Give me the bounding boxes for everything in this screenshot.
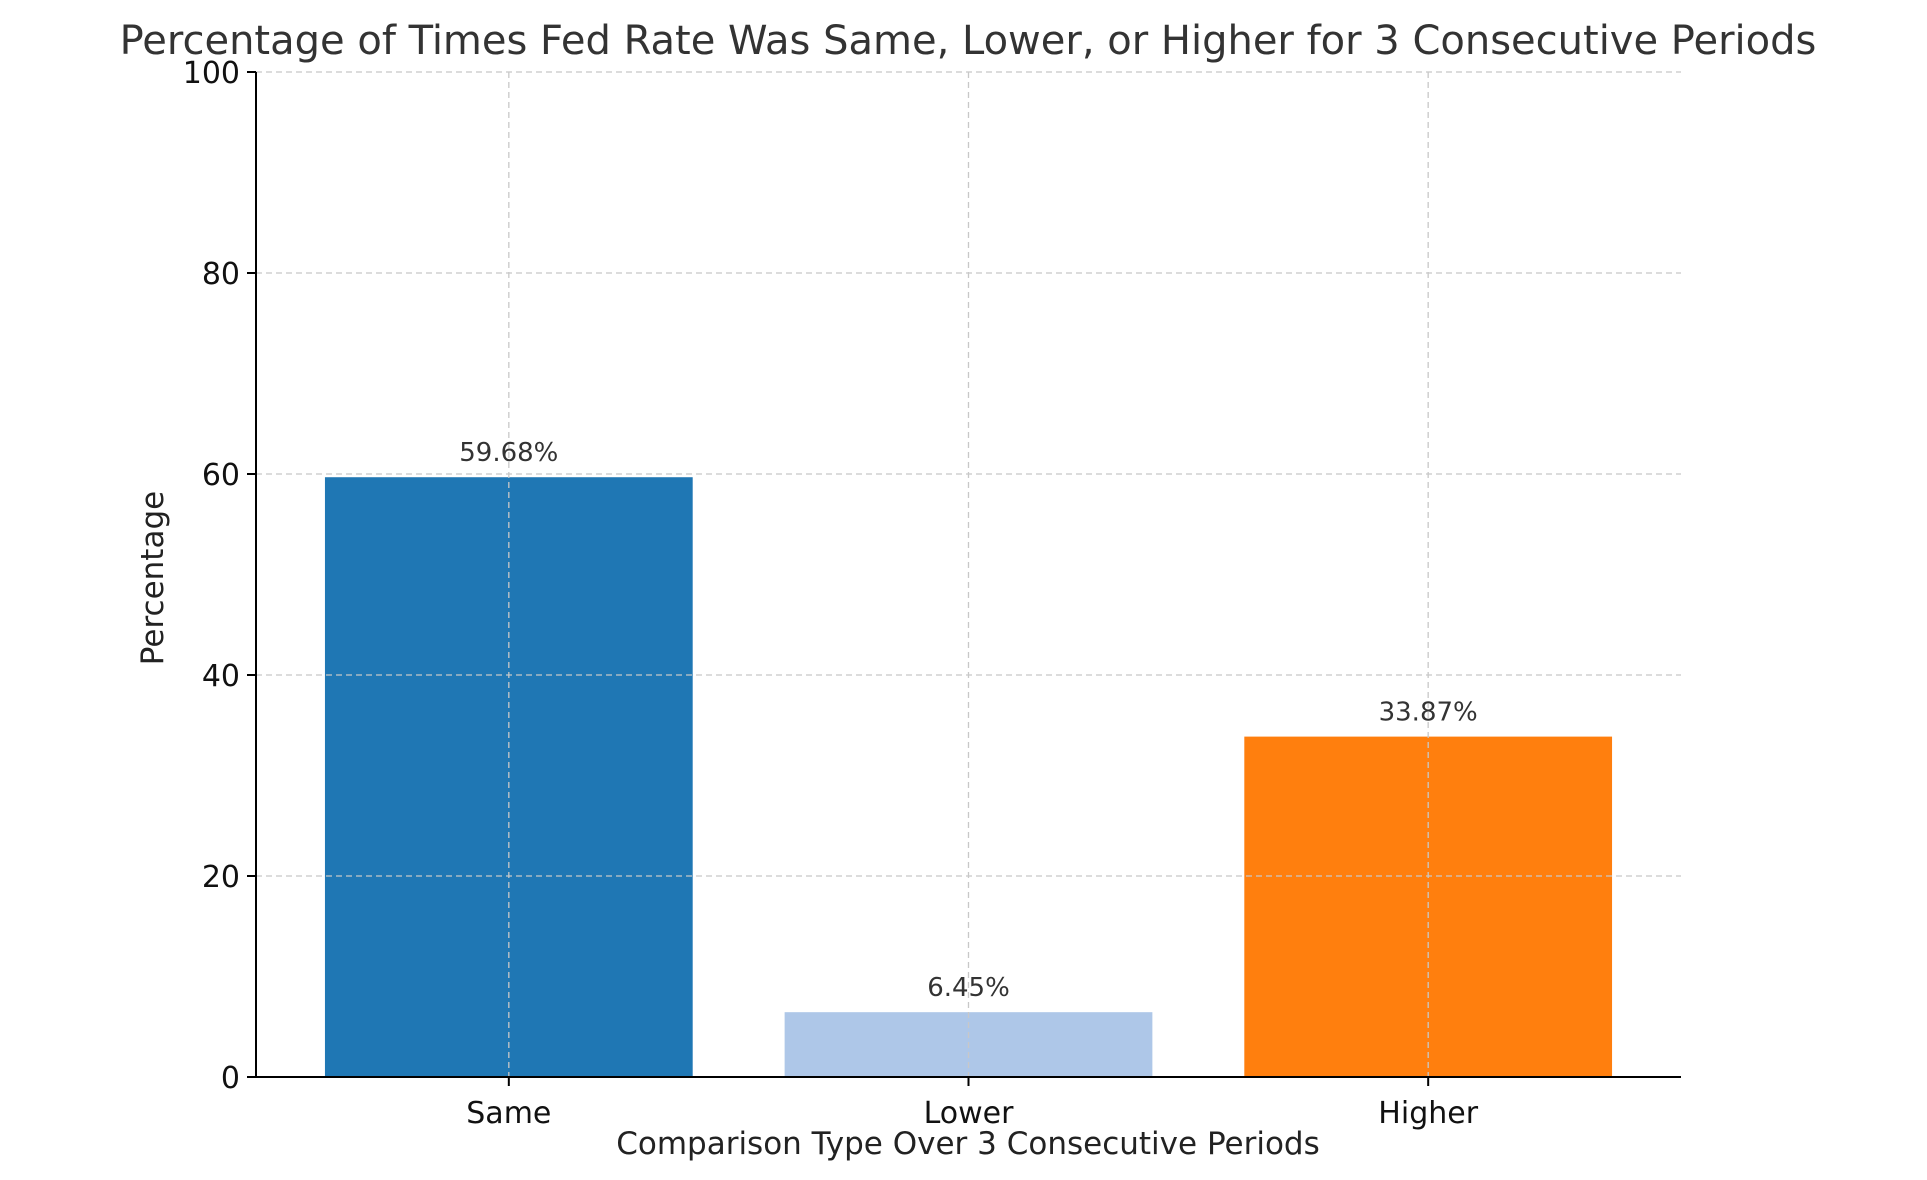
y-tick-label: 20 <box>202 860 240 895</box>
x-axis-label: Comparison Type Over 3 Consecutive Perio… <box>616 1126 1320 1162</box>
y-tick-label: 60 <box>202 458 240 493</box>
x-tick-label: Same <box>466 1096 551 1131</box>
y-tick-label: 40 <box>202 659 240 694</box>
y-tick-labels: 0 20 40 60 80 100 <box>183 56 256 1096</box>
chart-title: Percentage of Times Fed Rate Was Same, L… <box>120 18 1817 64</box>
y-tick-label: 0 <box>221 1061 240 1096</box>
x-tick-label: Lower <box>924 1096 1015 1131</box>
y-tick-label: 80 <box>202 257 240 292</box>
value-label: 33.87% <box>1379 698 1478 728</box>
value-labels: 59.68% 6.45% 33.87% <box>459 438 1477 1003</box>
value-label: 59.68% <box>459 438 558 468</box>
y-tick-label: 100 <box>183 56 240 91</box>
y-axis-label: Percentage <box>135 491 171 665</box>
value-label: 6.45% <box>927 973 1010 1003</box>
x-tick-label: Higher <box>1378 1096 1478 1131</box>
x-tick-labels: Same Lower Higher <box>466 1077 1479 1131</box>
